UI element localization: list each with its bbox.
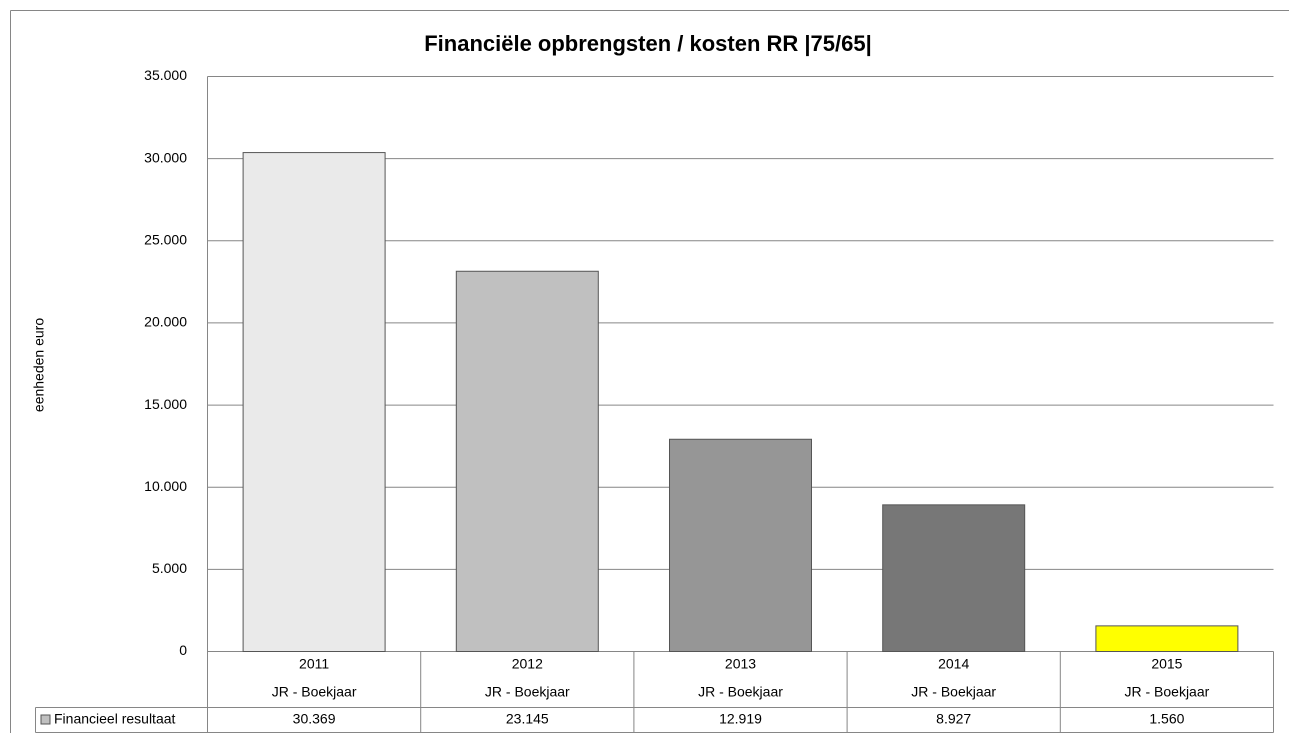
data-label: 8.927 [936, 711, 971, 727]
bar [1095, 625, 1239, 652]
y-tick-label: 30.000 [144, 149, 187, 165]
bar [882, 504, 1026, 652]
legend-label: Financieel resultaat [54, 711, 176, 727]
bar [669, 438, 812, 652]
x-tick-label: 2011 [299, 656, 329, 672]
y-tick-label: 15.000 [144, 396, 187, 412]
chart-title: Financiële opbrengsten / kosten RR |75/6… [424, 31, 872, 56]
x-tick-sublabel: JR - Boekjaar [698, 684, 783, 700]
data-label: 23.145 [506, 711, 549, 727]
y-tick-label: 0 [179, 642, 187, 658]
y-tick-label: 35.000 [144, 67, 187, 83]
y-tick-label: 10.000 [144, 478, 187, 494]
x-tick-label: 2012 [512, 656, 543, 672]
x-tick-sublabel: JR - Boekjaar [911, 684, 996, 700]
x-tick-sublabel: JR - Boekjaar [272, 684, 357, 700]
x-tick-sublabel: JR - Boekjaar [1124, 684, 1209, 700]
data-label: 12.919 [719, 711, 762, 727]
x-tick-label: 2013 [725, 656, 756, 672]
y-axis-label: eenheden euro [31, 318, 47, 412]
bar [455, 270, 599, 652]
x-tick-label: 2015 [1151, 656, 1182, 672]
bar [242, 152, 386, 652]
y-tick-label: 25.000 [144, 231, 187, 247]
data-label: 1.560 [1149, 711, 1184, 727]
data-label: 30.369 [293, 711, 336, 727]
y-tick-label: 5.000 [152, 560, 187, 576]
x-tick-label: 2014 [938, 656, 969, 672]
x-tick-sublabel: JR - Boekjaar [485, 684, 570, 700]
legend-swatch [40, 714, 51, 725]
y-tick-label: 20.000 [144, 314, 187, 330]
